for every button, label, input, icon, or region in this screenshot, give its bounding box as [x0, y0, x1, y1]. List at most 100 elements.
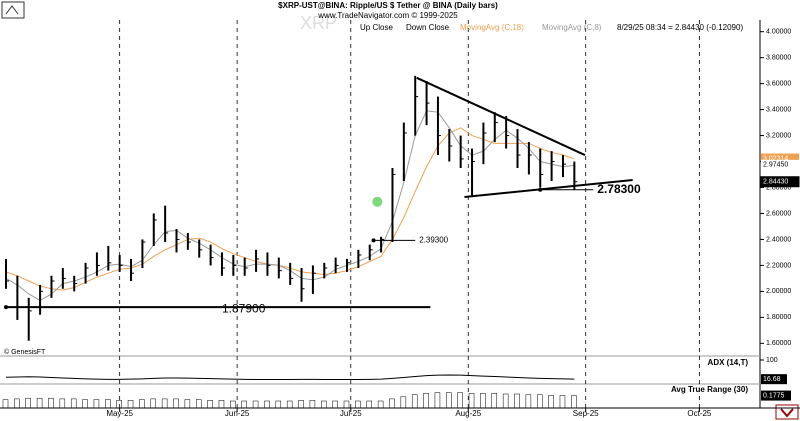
atr-bar: [127, 400, 134, 409]
atr-bar: [434, 392, 441, 409]
y-tick-label: 2.20000: [766, 262, 791, 269]
price-tag-label: 3.02314: [763, 155, 788, 162]
level-anchor: [371, 238, 376, 243]
atr-bar: [286, 400, 293, 409]
atr-bar: [332, 400, 338, 409]
trendline: [416, 76, 586, 156]
y-tick-label: 2.60000: [766, 210, 791, 217]
atr-bar: [150, 398, 157, 409]
x-tick-label: Jun-25: [225, 409, 250, 418]
level-label: 2.39300: [419, 235, 448, 244]
price-tag-label: 2.84430: [763, 179, 788, 186]
legend-entry: Down Close: [406, 23, 450, 32]
adx-line: [5, 374, 575, 381]
atr-bar: [400, 396, 407, 409]
y-tick-label: 100: [766, 357, 778, 364]
x-tick-label: Jul-25: [340, 409, 362, 418]
watermark: XRP: [300, 13, 337, 33]
atr-bar: [536, 394, 543, 409]
atr-bar: [309, 400, 316, 409]
atr-bar: [502, 393, 509, 409]
atr-bar: [446, 392, 452, 409]
atr-bar: [457, 392, 463, 409]
level-label: 1.87900: [222, 301, 266, 315]
atr-bar: [82, 399, 88, 409]
atr-bar: [139, 399, 145, 409]
panel-title: ADX (14,T): [708, 358, 749, 367]
copyright: © GenesisFT: [4, 348, 46, 356]
atr-bar: [93, 399, 100, 409]
atr-bar: [411, 394, 418, 409]
atr-bar: [230, 400, 236, 409]
price-tag: [761, 159, 799, 170]
legend-entry: MovingAvg (C,18): [460, 23, 524, 32]
atr-bar: [321, 400, 327, 409]
atr-bar: [2, 399, 9, 409]
atr-bar: [548, 395, 554, 409]
atr-bar: [264, 400, 270, 409]
value-tag: [761, 390, 791, 401]
x-tick-label: Sep-25: [573, 409, 599, 418]
atr-bar: [571, 395, 577, 409]
atr-bar: [173, 398, 179, 409]
atr-bar: [423, 393, 429, 409]
app-logo[interactable]: [1, 1, 25, 19]
signal-marker: [372, 196, 383, 207]
legend-entry: Up Close: [360, 23, 393, 32]
price-tag: [760, 176, 800, 188]
x-tick-label: May-25: [106, 409, 133, 418]
y-tick-label: 3.40000: [766, 106, 791, 113]
atr-bar: [389, 398, 395, 409]
price-tag: [761, 153, 799, 164]
atr-bar: [105, 399, 111, 409]
chart-title: $XRP-UST@BINA: Ripple/US $ Tether @ BINA…: [278, 1, 498, 10]
atr-bar: [525, 394, 532, 409]
value-tag-label: 16.68: [763, 376, 781, 383]
atr-bar: [36, 397, 43, 409]
atr-bar: [343, 400, 350, 409]
panel-title: Avg True Range (30): [671, 385, 748, 394]
atr-bar: [25, 397, 31, 409]
status: 8/29/25 08:34 = 2.84430 (-0.12090): [617, 23, 743, 32]
atr-bar: [116, 400, 122, 409]
atr-bar: [218, 400, 225, 409]
atr-bar: [480, 393, 486, 409]
atr-bar: [70, 398, 77, 409]
atr-bar: [491, 393, 498, 409]
legend-entry: MovingAvg (C,8): [542, 23, 602, 32]
x-tick-label: Aug-25: [455, 409, 481, 418]
y-tick-label: 2.40000: [766, 236, 791, 243]
y-tick-label: 1.80000: [766, 314, 791, 321]
atr-bar: [14, 398, 20, 409]
atr-bar: [559, 395, 566, 409]
atr-bar: [275, 400, 282, 409]
x-tick-label: Oct-25: [687, 409, 712, 418]
atr-bar: [252, 400, 259, 409]
price-tag-label: 2.97450: [763, 162, 788, 169]
trendline: [464, 178, 633, 198]
y-tick-label: 4.00000: [766, 29, 791, 36]
atr-bar: [161, 398, 168, 409]
atr-bar: [366, 400, 372, 409]
collapse-glyph: [780, 408, 794, 418]
atr-bar: [195, 399, 202, 409]
atr-bar: [48, 397, 54, 409]
value-tag-label: 0.1775: [763, 392, 785, 399]
atr-bar: [377, 400, 384, 409]
atr-bar: [207, 400, 213, 409]
atr-bar: [241, 400, 247, 409]
atr-bar: [184, 399, 191, 409]
atr-bar: [514, 393, 520, 409]
y-tick-label: 3.80000: [766, 54, 791, 61]
y-tick-label: 3.20000: [766, 132, 791, 139]
y-tick-label: 3.60000: [766, 80, 791, 87]
y-tick-label: 2.80000: [766, 184, 791, 191]
y-tick-label: 1.60000: [766, 340, 791, 347]
atr-bar: [468, 393, 475, 409]
atr-bar: [59, 398, 66, 409]
y-tick-label: 2.00000: [766, 288, 791, 295]
value-tag: [761, 374, 787, 385]
site: www.TradeNavigator.com © 1999-2025: [317, 11, 458, 20]
